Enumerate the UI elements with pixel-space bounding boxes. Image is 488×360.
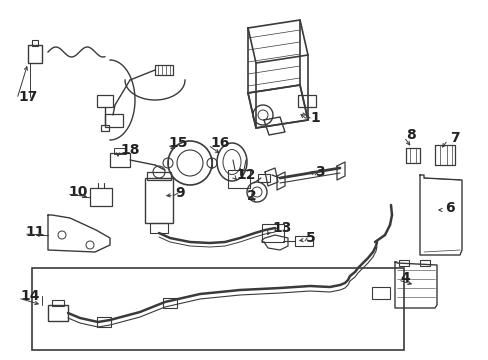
Text: 15: 15 — [168, 136, 187, 150]
Bar — [150, 223, 168, 233]
Bar — [97, 95, 113, 107]
Bar — [48, 305, 68, 321]
Text: 3: 3 — [314, 165, 324, 179]
Bar — [110, 153, 130, 167]
Bar — [101, 125, 109, 131]
Bar — [114, 148, 126, 154]
Text: 11: 11 — [25, 225, 44, 239]
Bar — [163, 298, 177, 308]
Text: 18: 18 — [120, 143, 139, 157]
Text: 8: 8 — [405, 128, 415, 142]
Text: 13: 13 — [271, 221, 291, 235]
Text: 1: 1 — [309, 111, 319, 125]
Bar — [258, 174, 269, 182]
Text: 17: 17 — [18, 90, 37, 104]
Bar — [97, 317, 111, 327]
Bar — [90, 188, 112, 206]
Bar — [419, 260, 429, 266]
Bar — [262, 224, 284, 242]
Text: 5: 5 — [305, 231, 315, 245]
Bar — [227, 170, 249, 188]
Text: 9: 9 — [175, 186, 184, 200]
Bar — [145, 178, 173, 223]
Text: 6: 6 — [444, 201, 454, 215]
Bar — [398, 260, 408, 266]
Text: 12: 12 — [236, 168, 255, 182]
Bar — [52, 300, 64, 306]
Text: 14: 14 — [20, 289, 40, 303]
Bar — [32, 40, 38, 46]
Bar — [294, 236, 312, 246]
Text: 2: 2 — [246, 189, 256, 203]
Bar — [147, 172, 171, 180]
Text: 7: 7 — [449, 131, 459, 145]
Text: 4: 4 — [399, 271, 409, 285]
Bar — [32, 268, 403, 350]
Text: 16: 16 — [209, 136, 229, 150]
Bar — [105, 114, 123, 127]
Bar — [297, 95, 315, 107]
Bar — [371, 287, 389, 299]
Bar — [155, 65, 173, 75]
Text: 10: 10 — [68, 185, 87, 199]
Bar — [28, 45, 42, 63]
